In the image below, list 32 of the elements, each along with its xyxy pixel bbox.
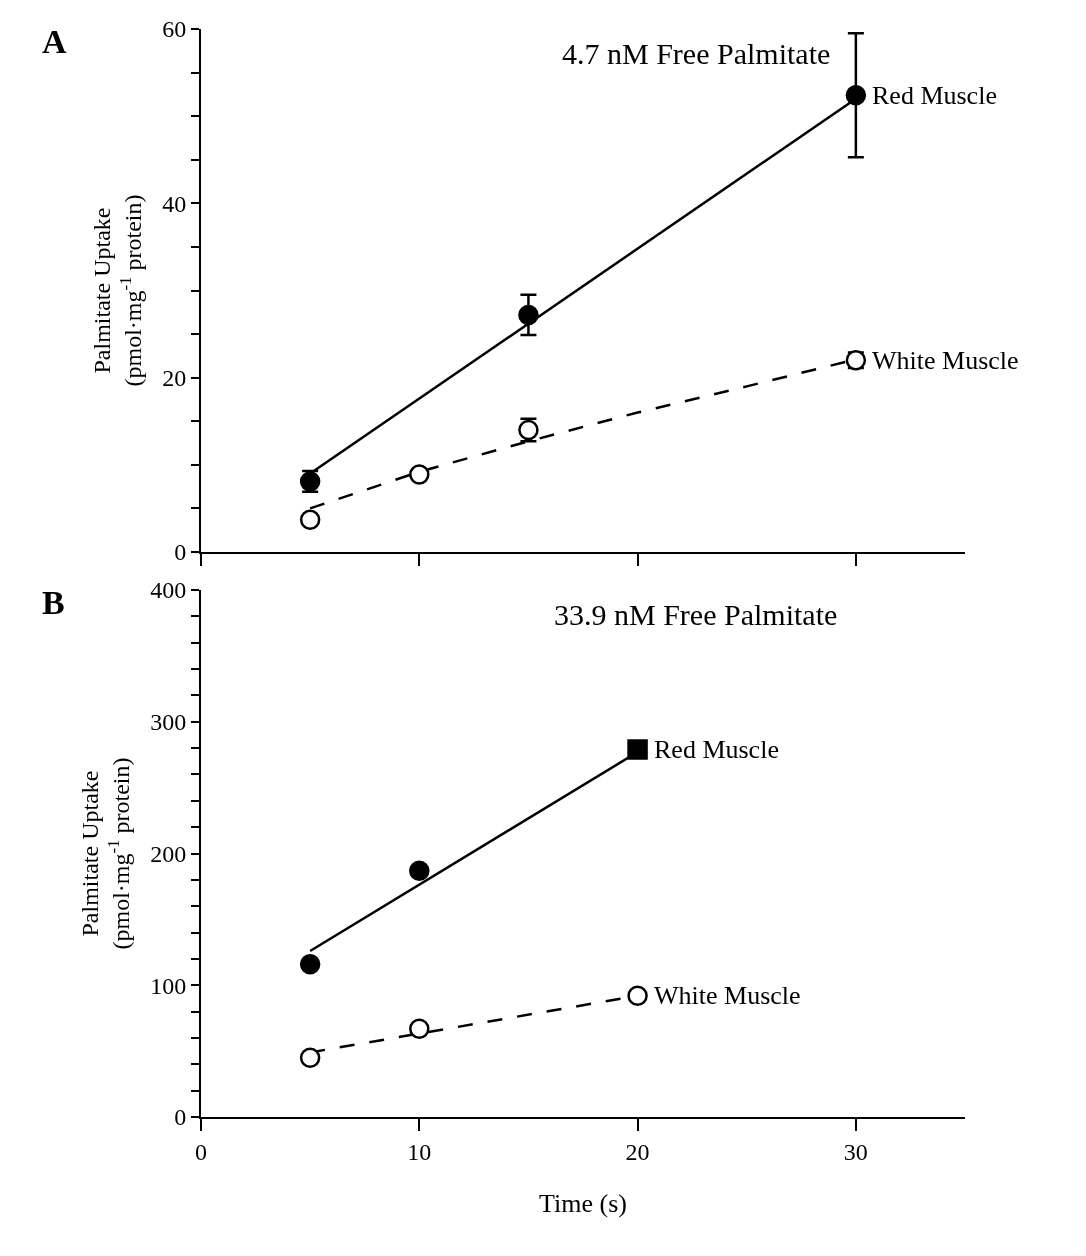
x-axis-title: Time (s)	[539, 1189, 627, 1218]
x-tick-label: 0	[195, 1138, 207, 1165]
y-tick-label: 300	[150, 709, 187, 736]
y-tick-label: 40	[162, 190, 187, 217]
chart-title: 4.7 nM Free Palmitate	[562, 37, 831, 70]
series-label: Red Muscle	[872, 81, 997, 110]
point	[627, 985, 648, 1007]
y-tick-label: 0	[174, 1104, 187, 1131]
y-tick-label: 20	[162, 365, 187, 392]
series-label: Red Muscle	[654, 735, 779, 764]
point	[299, 509, 321, 530]
y-tick-label: 100	[150, 972, 187, 999]
chart-title: 33.9 nM Free Palmitate	[554, 598, 838, 631]
point	[299, 1047, 321, 1068]
series-label: White Muscle	[872, 346, 1019, 375]
point	[299, 953, 321, 975]
y-tick-label: 60	[162, 16, 187, 43]
text: A	[42, 23, 67, 60]
x-tick-label: 30	[843, 1138, 868, 1165]
series-label: White Muscle	[654, 981, 801, 1010]
point	[518, 304, 539, 326]
text: B	[42, 584, 65, 621]
x-tick-label: 20	[625, 1138, 650, 1165]
y-tick-label: 0	[174, 539, 187, 566]
point	[409, 1018, 430, 1039]
point	[627, 739, 648, 760]
y-tick-label: 200	[150, 840, 187, 867]
point	[409, 464, 430, 485]
x-tick-label: 10	[407, 1138, 432, 1165]
point	[845, 85, 867, 106]
point	[409, 860, 430, 881]
y-tick-label: 400	[150, 577, 187, 604]
